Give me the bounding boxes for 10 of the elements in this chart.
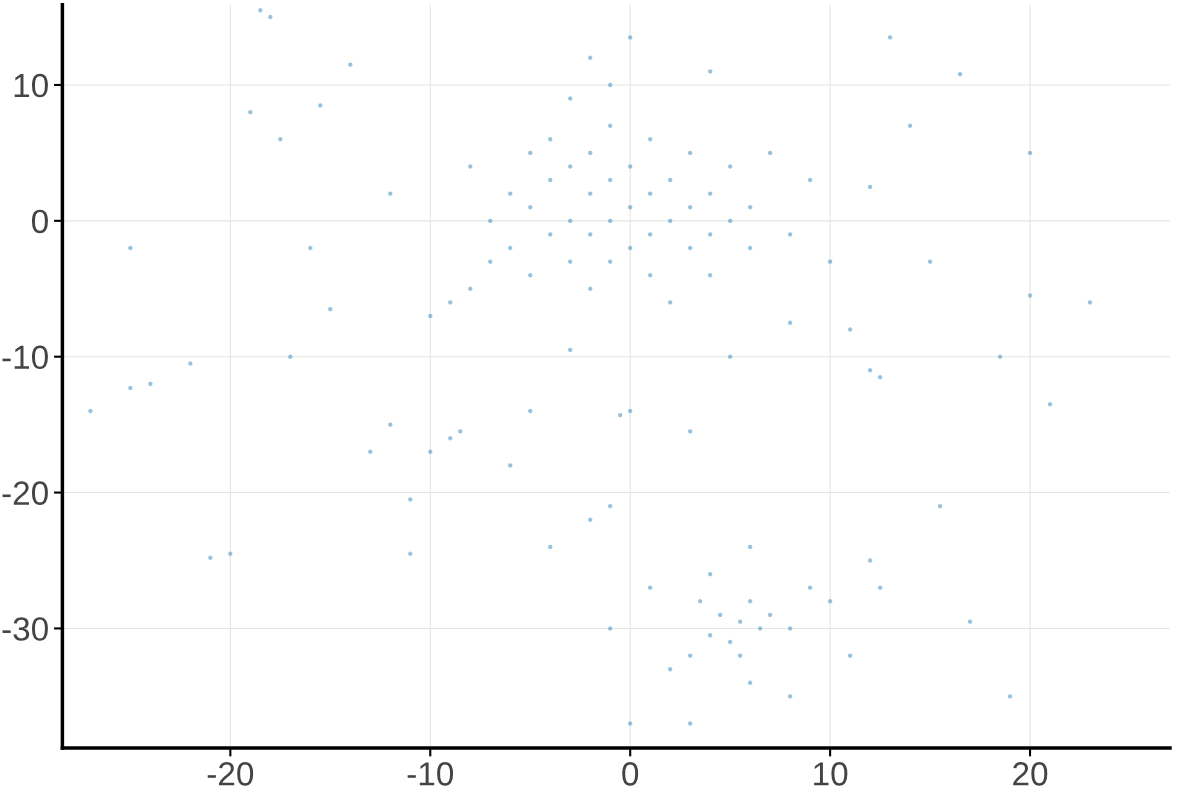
y-tick-label: 0 <box>31 209 48 234</box>
y-tick-label: -10 <box>2 345 48 370</box>
y-tick-label: 10 <box>14 73 48 98</box>
x-tick-label: 20 <box>1013 762 1048 786</box>
y-tick-label: -20 <box>2 481 48 505</box>
x-tick-label: 10 <box>814 762 848 786</box>
x-tick-label: 0 <box>622 762 639 786</box>
y-tick-label: -30 <box>2 617 48 641</box>
x-tick-label: -10 <box>407 762 454 786</box>
x-tick-label: -20 <box>207 762 254 786</box>
